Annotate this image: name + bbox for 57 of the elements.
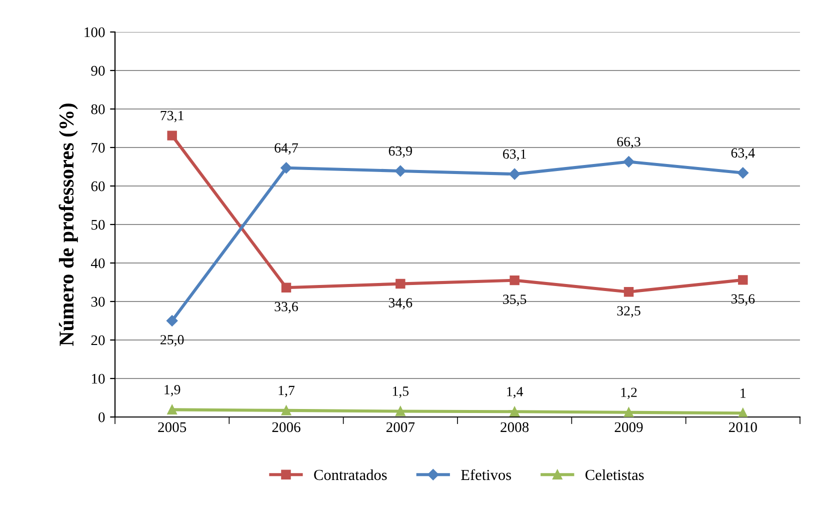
data-label: 73,1 [160, 110, 184, 122]
point [738, 275, 748, 285]
point [396, 278, 406, 289]
y-tick-label: 20 [91, 335, 105, 346]
y-tick-label: 0 [98, 412, 105, 422]
data-label: 32,5 [617, 306, 640, 318]
data-label: 1,7 [278, 386, 295, 398]
y-tick-label: 40 [90, 258, 105, 268]
point [280, 162, 292, 174]
point [394, 165, 406, 177]
y-tick-label: 50 [92, 220, 105, 230]
y-tick-label: 30 [91, 296, 105, 307]
data-label: 33,6 [274, 302, 298, 314]
x-tick-label: 2009 [614, 422, 643, 432]
legend-label: Efetivos [461, 469, 512, 480]
x-tick-label: 2008 [500, 422, 529, 432]
point [510, 275, 520, 286]
point [738, 408, 748, 417]
point [281, 282, 292, 292]
y-tick-label: 10 [92, 374, 105, 384]
point [624, 408, 634, 417]
data-label: 63,1 [503, 149, 526, 161]
x-tick-label: 2006 [272, 422, 300, 432]
data-label: 66,3 [617, 137, 640, 148]
y-tick-label: 80 [91, 104, 105, 114]
point [166, 315, 178, 326]
point [281, 406, 292, 416]
point [396, 406, 406, 416]
point [508, 168, 520, 180]
data-label: 1,4 [507, 386, 524, 398]
data-label: 1,5 [392, 386, 409, 398]
y-tick-label: 70 [92, 142, 105, 153]
data-label: 63,4 [731, 148, 755, 160]
point [510, 406, 520, 416]
point [737, 167, 749, 179]
y-axis-title: Número de professores (%) [58, 104, 78, 346]
data-label: 1,9 [164, 385, 180, 396]
point [624, 287, 634, 297]
data-label: 35,5 [503, 294, 526, 306]
point [167, 404, 177, 415]
data-label: 1 [740, 388, 746, 398]
point [167, 130, 177, 140]
point [623, 156, 634, 168]
y-tick-label: 100 [84, 27, 105, 38]
data-label: 25,0 [160, 335, 184, 346]
data-label: 63,9 [388, 146, 412, 158]
x-tick-label: 2010 [728, 422, 757, 432]
legend-label: Celetistas [586, 469, 644, 480]
data-label: 35,6 [731, 294, 755, 306]
y-tick-label: 90 [91, 66, 105, 76]
y-tick-label: 60 [91, 181, 105, 192]
x-tick-label: 2005 [158, 422, 186, 432]
x-tick-label: 2007 [386, 422, 415, 432]
legend-label: Contratados [314, 469, 387, 480]
data-label: 1,2 [621, 388, 637, 400]
data-label: 34,6 [388, 298, 412, 310]
data-label: 64,7 [274, 143, 298, 155]
